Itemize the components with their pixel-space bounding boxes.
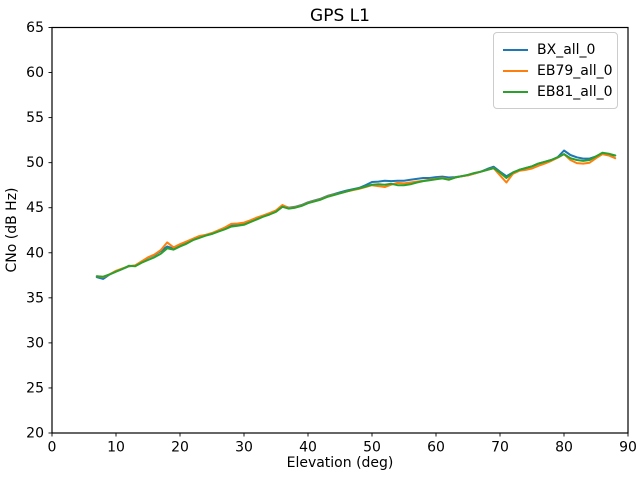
- svg-text:0: 0: [48, 440, 57, 456]
- svg-text:30: 30: [235, 440, 253, 456]
- legend-label: EB79_all_0: [537, 62, 613, 79]
- svg-text:50: 50: [26, 155, 44, 171]
- data-series-lines: [95, 149, 617, 280]
- legend-label: EB81_all_0: [537, 83, 613, 100]
- legend: BX_all_0 EB79_all_0 EB81_all_0: [493, 32, 618, 109]
- legend-line-swatch: [503, 48, 528, 51]
- svg-text:25: 25: [26, 380, 44, 396]
- svg-text:65: 65: [26, 20, 44, 36]
- svg-text:40: 40: [26, 245, 44, 261]
- svg-text:70: 70: [491, 440, 509, 456]
- svg-text:20: 20: [171, 440, 189, 456]
- legend-label: BX_all_0: [537, 41, 596, 58]
- svg-text:55: 55: [26, 110, 44, 126]
- svg-text:35: 35: [26, 290, 44, 306]
- svg-text:50: 50: [363, 440, 381, 456]
- svg-text:30: 30: [26, 335, 44, 351]
- legend-item: EB81_all_0: [503, 81, 613, 102]
- legend-line-swatch: [503, 90, 528, 93]
- legend-line-swatch: [503, 69, 528, 72]
- y-axis-label: CNo (dB Hz): [4, 187, 20, 272]
- svg-text:80: 80: [555, 440, 573, 456]
- chart-title: GPS L1: [310, 6, 370, 26]
- legend-item: BX_all_0: [503, 39, 608, 60]
- svg-text:10: 10: [107, 440, 125, 456]
- svg-text:60: 60: [26, 65, 44, 81]
- legend-item: EB79_all_0: [503, 60, 613, 81]
- svg-text:45: 45: [26, 200, 44, 216]
- svg-text:40: 40: [299, 440, 317, 456]
- svg-text:20: 20: [26, 426, 44, 442]
- axes-frame: [51, 26, 629, 434]
- axis-ticks: 0 10 20 30 40 50 60 70 80 90 20 25 30 35 40 45 50 55 60 65: [26, 20, 637, 456]
- x-axis-label: Elevation (deg): [287, 455, 394, 471]
- svg-text:90: 90: [619, 440, 637, 456]
- svg-text:60: 60: [427, 440, 445, 456]
